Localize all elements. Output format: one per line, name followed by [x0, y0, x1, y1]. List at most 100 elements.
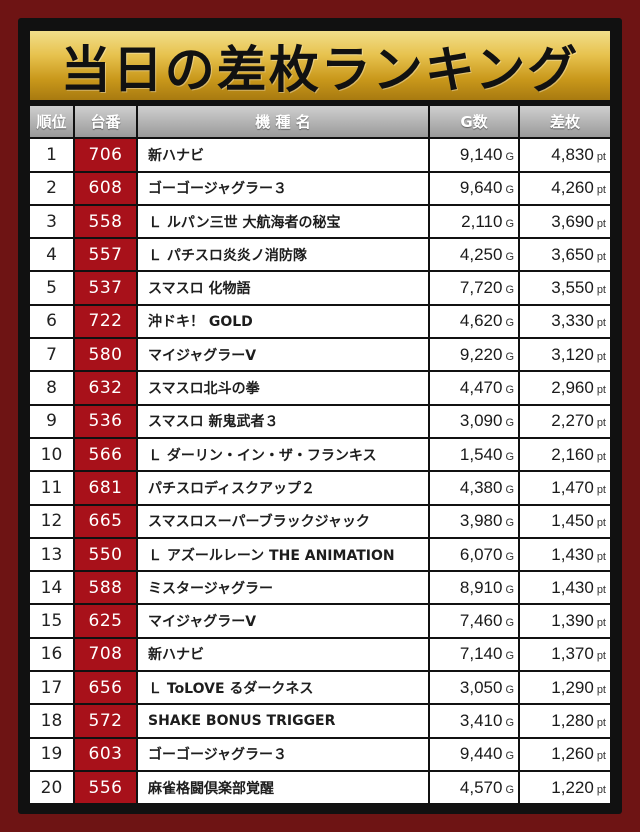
model-name-cell: スマスロ 新鬼武者３: [138, 405, 430, 439]
games-unit: G: [505, 184, 514, 197]
diff-unit: pt: [596, 217, 606, 230]
games-cell: 9,140 G: [430, 139, 520, 173]
model-name-cell: Ｌ ルパン三世 大航海者の秘宝: [138, 205, 430, 240]
games-unit: G: [505, 483, 514, 496]
diff-unit: pt: [596, 650, 606, 663]
table-row: 12 665 スマスロスーパーブラックジャック 3,980 G 1,450 pt: [30, 505, 610, 539]
games-value: 7,460: [459, 611, 503, 631]
games-unit: G: [505, 550, 514, 563]
diff-unit: pt: [596, 517, 606, 530]
rank-cell: 3: [30, 205, 75, 240]
title-banner: 当日の差枚ランキング: [30, 31, 610, 100]
table-row: 9 536 スマスロ 新鬼武者３ 3,090 G 2,270 pt: [30, 405, 610, 439]
model-name-cell: 沖ドキ！ GOLD: [138, 305, 430, 340]
games-value: 6,070: [459, 544, 503, 564]
diff-cell: 3,330 pt: [520, 305, 610, 340]
diff-cell: 3,650 pt: [520, 239, 610, 273]
rank-cell: 19: [30, 738, 75, 772]
machine-number-cell: 706: [75, 139, 138, 173]
games-cell: 3,980 G: [430, 505, 520, 539]
diff-cell: 1,390 pt: [520, 605, 610, 639]
games-unit: G: [505, 617, 514, 630]
games-value: 9,140: [459, 144, 503, 164]
header-model: 機 種 名: [138, 106, 430, 140]
table-row: 17 656 Ｌ ToLOVE るダークネス 3,050 G 1,290 pt: [30, 672, 610, 706]
games-value: 8,910: [459, 577, 503, 597]
diff-unit: pt: [596, 750, 606, 763]
model-name-cell: ゴーゴージャグラー３: [138, 738, 430, 772]
games-value: 4,470: [459, 378, 503, 398]
games-value: 3,410: [459, 710, 503, 730]
games-unit: G: [505, 650, 514, 663]
diff-unit: pt: [596, 783, 606, 796]
diff-cell: 2,960 pt: [520, 372, 610, 406]
table-row: 6 722 沖ドキ！ GOLD 4,620 G 3,330 pt: [30, 305, 610, 340]
games-cell: 3,410 G: [430, 705, 520, 739]
diff-cell: 1,370 pt: [520, 638, 610, 673]
rank-cell: 20: [30, 771, 75, 806]
games-value: 3,090: [459, 411, 503, 431]
diff-cell: 4,260 pt: [520, 172, 610, 206]
machine-number-cell: 556: [75, 771, 138, 806]
table-row: 14 588 ミスタージャグラー 8,910 G 1,430 pt: [30, 572, 610, 606]
games-unit: G: [505, 150, 514, 163]
machine-number-cell: 656: [75, 672, 138, 706]
rank-cell: 7: [30, 339, 75, 373]
machine-number-cell: 550: [75, 538, 138, 573]
diff-value: 2,160: [551, 444, 594, 464]
rank-cell: 8: [30, 372, 75, 406]
rank-cell: 1: [30, 139, 75, 173]
machine-number-cell: 536: [75, 405, 138, 439]
games-unit: G: [505, 417, 514, 430]
games-unit: G: [505, 450, 514, 463]
machine-number-cell: 681: [75, 472, 138, 506]
model-name-cell: 新ハナビ: [138, 638, 430, 673]
table-row: 7 580 マイジャグラーV 9,220 G 3,120 pt: [30, 339, 610, 373]
diff-value: 3,650: [551, 244, 594, 264]
diff-value: 4,260: [551, 178, 594, 198]
games-unit: G: [505, 716, 514, 729]
model-name-cell: ゴーゴージャグラー３: [138, 172, 430, 206]
games-cell: 7,460 G: [430, 605, 520, 639]
diff-value: 2,960: [551, 378, 594, 398]
diff-value: 1,430: [551, 577, 594, 597]
diff-cell: 1,430 pt: [520, 572, 610, 606]
model-name-cell: スマスロスーパーブラックジャック: [138, 505, 430, 539]
rank-cell: 5: [30, 272, 75, 306]
diff-cell: 3,550 pt: [520, 272, 610, 306]
rank-cell: 14: [30, 572, 75, 606]
diff-cell: 2,270 pt: [520, 405, 610, 439]
games-value: 7,140: [459, 644, 503, 664]
rank-cell: 16: [30, 638, 75, 673]
table-row: 8 632 スマスロ北斗の拳 4,470 G 2,960 pt: [30, 372, 610, 406]
games-unit: G: [505, 284, 514, 297]
games-unit: G: [505, 750, 514, 763]
diff-cell: 1,430 pt: [520, 538, 610, 573]
header-games: G数: [430, 106, 520, 140]
diff-cell: 1,470 pt: [520, 472, 610, 506]
page-title: 当日の差枚ランキング: [60, 40, 580, 99]
diff-cell: 4,830 pt: [520, 139, 610, 173]
games-value: 3,050: [459, 677, 503, 697]
games-cell: 9,220 G: [430, 339, 520, 373]
table-row: 15 625 マイジャグラーV 7,460 G 1,390 pt: [30, 605, 610, 639]
games-value: 4,380: [459, 477, 503, 497]
table-header: 順位 台番 機 種 名 G数 差枚: [30, 106, 610, 140]
games-unit: G: [505, 250, 514, 263]
rank-cell: 17: [30, 672, 75, 706]
games-cell: 3,050 G: [430, 672, 520, 706]
games-cell: 7,140 G: [430, 638, 520, 673]
diff-unit: pt: [596, 384, 606, 397]
table-row: 3 558 Ｌ ルパン三世 大航海者の秘宝 2,110 G 3,690 pt: [30, 205, 610, 240]
rank-cell: 18: [30, 705, 75, 739]
table-row: 13 550 Ｌ アズールレーン THE ANIMATION 6,070 G 1,430 p…: [30, 538, 610, 573]
games-value: 4,570: [459, 777, 503, 797]
table-row: 5 537 スマスロ 化物語 7,720 G 3,550 pt: [30, 272, 610, 306]
model-name-cell: Ｌ ToLOVE るダークネス: [138, 672, 430, 706]
table-body: 1 706 新ハナビ 9,140 G 4,830 pt 2 608 ゴーゴージャグラー３ 9,640…: [30, 139, 610, 806]
diff-value: 1,260: [551, 744, 594, 764]
diff-unit: pt: [596, 550, 606, 563]
diff-value: 3,550: [551, 278, 594, 298]
rank-cell: 9: [30, 405, 75, 439]
diff-unit: pt: [596, 184, 606, 197]
